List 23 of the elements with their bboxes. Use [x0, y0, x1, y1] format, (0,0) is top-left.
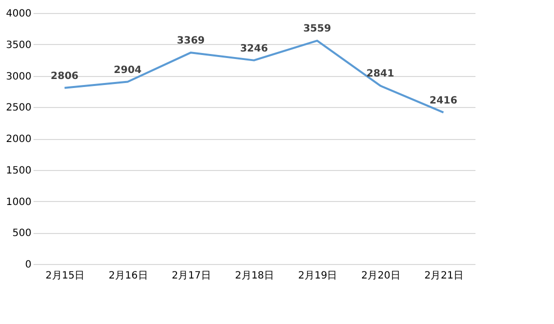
x-tick-label: 2月15日 [46, 270, 85, 282]
data-label: 3246 [240, 43, 268, 54]
data-label: 2904 [114, 64, 142, 76]
x-tick-label: 2月19日 [298, 270, 338, 282]
y-tick-label: 1000 [6, 196, 32, 208]
y-tick-label: 0 [25, 260, 32, 270]
y-tick-label: 3000 [6, 71, 32, 82]
x-tick-label: 2月16日 [108, 270, 148, 282]
y-tick-label: 3500 [6, 40, 32, 51]
y-tick-label: 2000 [6, 134, 32, 145]
x-tick-label: 2月20日 [361, 270, 400, 282]
x-tick-label: 2月17日 [172, 270, 211, 282]
data-label: 2416 [430, 95, 458, 106]
data-label: 3559 [303, 24, 332, 35]
y-tick-label: 500 [12, 228, 32, 240]
y-tick-label: 1500 [6, 165, 32, 176]
y-tick-label: 2500 [6, 102, 32, 114]
x-tick-label: 2月21日 [424, 270, 464, 282]
data-label: 2806 [50, 70, 79, 82]
x-tick-label: 2月18日 [234, 270, 274, 282]
y-tick-label: 4000 [6, 8, 32, 20]
data-label: 2841 [366, 68, 394, 80]
data-label: 3369 [176, 36, 205, 47]
